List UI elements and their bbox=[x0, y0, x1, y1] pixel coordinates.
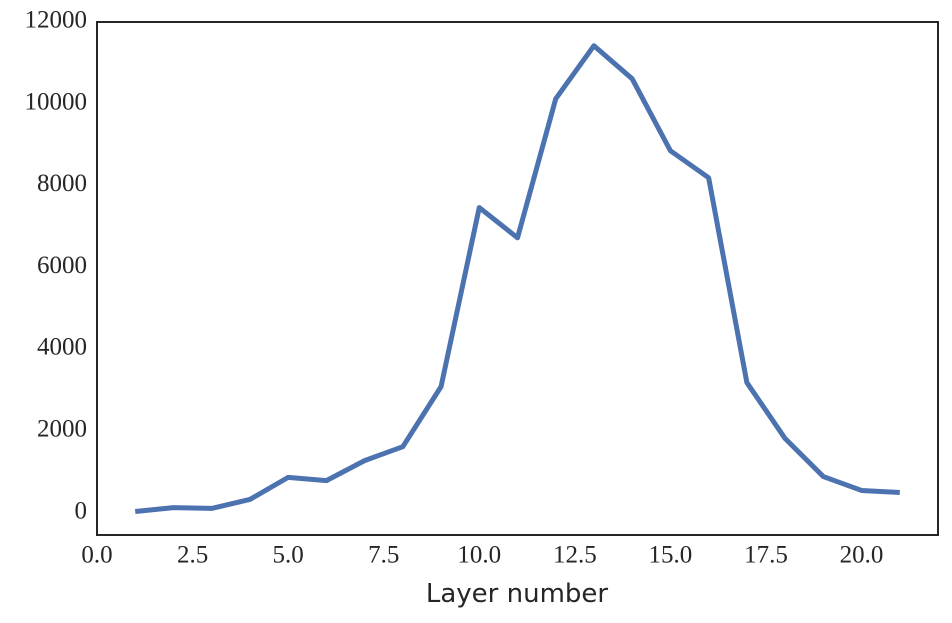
x-tick-label: 2.5 bbox=[177, 542, 208, 569]
y-tick-label: 6000 bbox=[37, 252, 87, 279]
y-tick-label: 10000 bbox=[25, 88, 88, 115]
plot-frame bbox=[96, 21, 939, 536]
x-axis-label: Layer number bbox=[426, 579, 609, 609]
y-tick-label: 12000 bbox=[25, 7, 88, 34]
y-tick-label: 0 bbox=[75, 497, 88, 524]
x-tick-label: 10.0 bbox=[457, 542, 501, 569]
x-tick-label: 12.5 bbox=[553, 542, 597, 569]
x-tick-label: 15.0 bbox=[649, 542, 693, 569]
x-tick-label: 5.0 bbox=[273, 542, 304, 569]
y-tick-label: 4000 bbox=[37, 334, 87, 361]
y-tick-label: 8000 bbox=[37, 170, 87, 197]
line bbox=[134, 43, 900, 514]
x-tick-label: 7.5 bbox=[368, 542, 399, 569]
x-tick-label: 0.0 bbox=[81, 542, 112, 569]
x-tick-label: 17.5 bbox=[744, 542, 788, 569]
y-tick-label: 2000 bbox=[37, 415, 87, 442]
x-tick-label: 20.0 bbox=[840, 542, 884, 569]
